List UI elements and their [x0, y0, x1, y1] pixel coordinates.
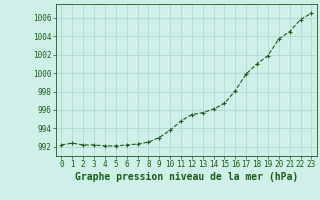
X-axis label: Graphe pression niveau de la mer (hPa): Graphe pression niveau de la mer (hPa) — [75, 172, 298, 182]
